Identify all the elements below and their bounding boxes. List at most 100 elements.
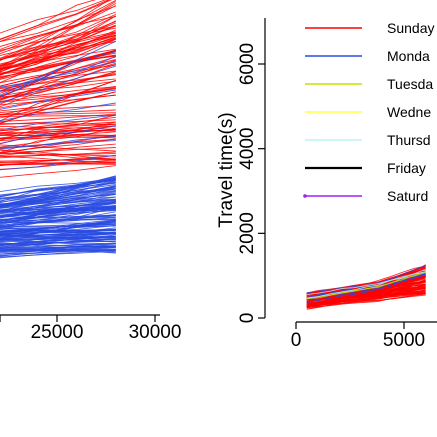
left-series-line xyxy=(0,231,116,246)
left-series-line xyxy=(0,248,116,251)
left-series-line xyxy=(0,165,116,178)
left-series-line xyxy=(0,187,116,207)
left-series-line xyxy=(0,228,116,247)
left-series-line xyxy=(0,190,116,209)
left-series-line xyxy=(0,209,116,222)
left-series-line xyxy=(0,229,116,233)
right-y-tick-label: 4000 xyxy=(237,128,258,170)
left-series-line xyxy=(0,219,116,238)
left-series-line xyxy=(0,129,116,140)
left-series-line xyxy=(0,220,116,237)
left-series-line xyxy=(0,235,116,240)
legend-label: Saturd xyxy=(387,188,428,204)
left-series-line xyxy=(0,149,116,161)
left-series-line xyxy=(0,225,116,228)
left-series-line xyxy=(0,87,116,109)
left-series-line xyxy=(0,208,116,217)
left-series-line xyxy=(0,13,116,60)
left-series-line xyxy=(0,51,116,92)
left-series-line xyxy=(0,71,116,101)
left-series-line xyxy=(0,157,116,163)
left-series-line xyxy=(0,246,116,257)
left-series-line xyxy=(0,161,116,165)
left-series-line xyxy=(0,31,116,59)
legend-label: Thursd xyxy=(387,132,431,148)
left-series-line xyxy=(0,206,116,218)
left-series-line xyxy=(0,207,116,214)
left-series-line xyxy=(0,0,110,40)
left-series-line xyxy=(0,102,116,122)
left-series-line xyxy=(0,239,116,247)
legend-label: Tuesda xyxy=(387,76,433,92)
left-series-line xyxy=(0,151,116,159)
legend-label: Friday xyxy=(387,160,426,176)
right-series-line xyxy=(306,271,426,296)
left-series-line xyxy=(0,113,116,123)
left-series-line xyxy=(0,154,116,171)
left-series-line xyxy=(0,179,116,206)
left-series-line xyxy=(0,220,116,233)
left-series-line xyxy=(0,25,116,70)
left-series-line xyxy=(0,229,116,239)
left-series-line xyxy=(0,1,117,53)
left-series-line xyxy=(0,88,116,103)
left-series-line xyxy=(0,59,116,87)
left-series-line xyxy=(0,160,116,165)
left-series-line xyxy=(0,234,116,245)
left-series-line xyxy=(0,50,116,92)
legend-label: Monda xyxy=(387,48,430,64)
left-series-line xyxy=(0,196,116,212)
left-series-line xyxy=(0,192,116,213)
legend-label: Sunday xyxy=(387,20,434,36)
right-series-line xyxy=(306,268,426,299)
left-series-line xyxy=(0,114,116,131)
left-series-line xyxy=(0,207,116,212)
left-series-line xyxy=(0,250,116,259)
right-series-line xyxy=(306,270,426,299)
left-series-line xyxy=(0,180,116,208)
left-series-line xyxy=(0,245,116,249)
left-series-line xyxy=(0,238,116,248)
left-series-line xyxy=(0,27,116,61)
left-series-line xyxy=(0,179,116,197)
left-series-line xyxy=(0,125,116,145)
right-series-line xyxy=(306,293,426,306)
left-series-line xyxy=(0,140,116,149)
left-series-line xyxy=(0,208,116,226)
left-x-tick-label: 25000 xyxy=(31,322,84,343)
left-series-line xyxy=(0,36,116,76)
left-series-line xyxy=(0,152,116,157)
left-series-line xyxy=(0,15,116,50)
left-series-line xyxy=(0,127,116,153)
left-series-line xyxy=(0,184,116,203)
left-series-line xyxy=(0,187,116,200)
left-series-line xyxy=(0,134,116,154)
left-series-line xyxy=(0,200,116,223)
left-series-line xyxy=(0,88,116,102)
left-series-line xyxy=(0,91,116,124)
left-series-line xyxy=(0,41,116,71)
left-x-tick-label: 30000 xyxy=(129,322,182,343)
left-series-line xyxy=(0,242,116,249)
left-series-line xyxy=(0,11,116,47)
left-series-line xyxy=(0,32,116,70)
left-series-line xyxy=(0,131,116,136)
left-x-ticks: 25000 30000 xyxy=(0,315,181,343)
left-series-line xyxy=(0,162,116,166)
left-series-line xyxy=(0,65,116,104)
left-series-line xyxy=(0,250,116,252)
right-y-tick-label: 0 xyxy=(237,313,258,324)
left-series-line xyxy=(0,230,116,234)
right-series-line xyxy=(306,276,426,305)
legend-marker xyxy=(303,194,307,198)
left-series-line xyxy=(0,125,116,130)
legend: Sunday Monda Tuesda Wedne Thursd Friday Saturd xyxy=(303,20,434,204)
left-series-line xyxy=(0,223,116,230)
left-series-line xyxy=(0,54,116,75)
left-chart-lines xyxy=(0,0,117,259)
left-series-line xyxy=(0,206,116,226)
left-series-line xyxy=(0,211,116,230)
right-y-tick-label: 6000 xyxy=(237,43,258,85)
left-series-line xyxy=(0,181,116,200)
left-series-line xyxy=(0,245,116,250)
